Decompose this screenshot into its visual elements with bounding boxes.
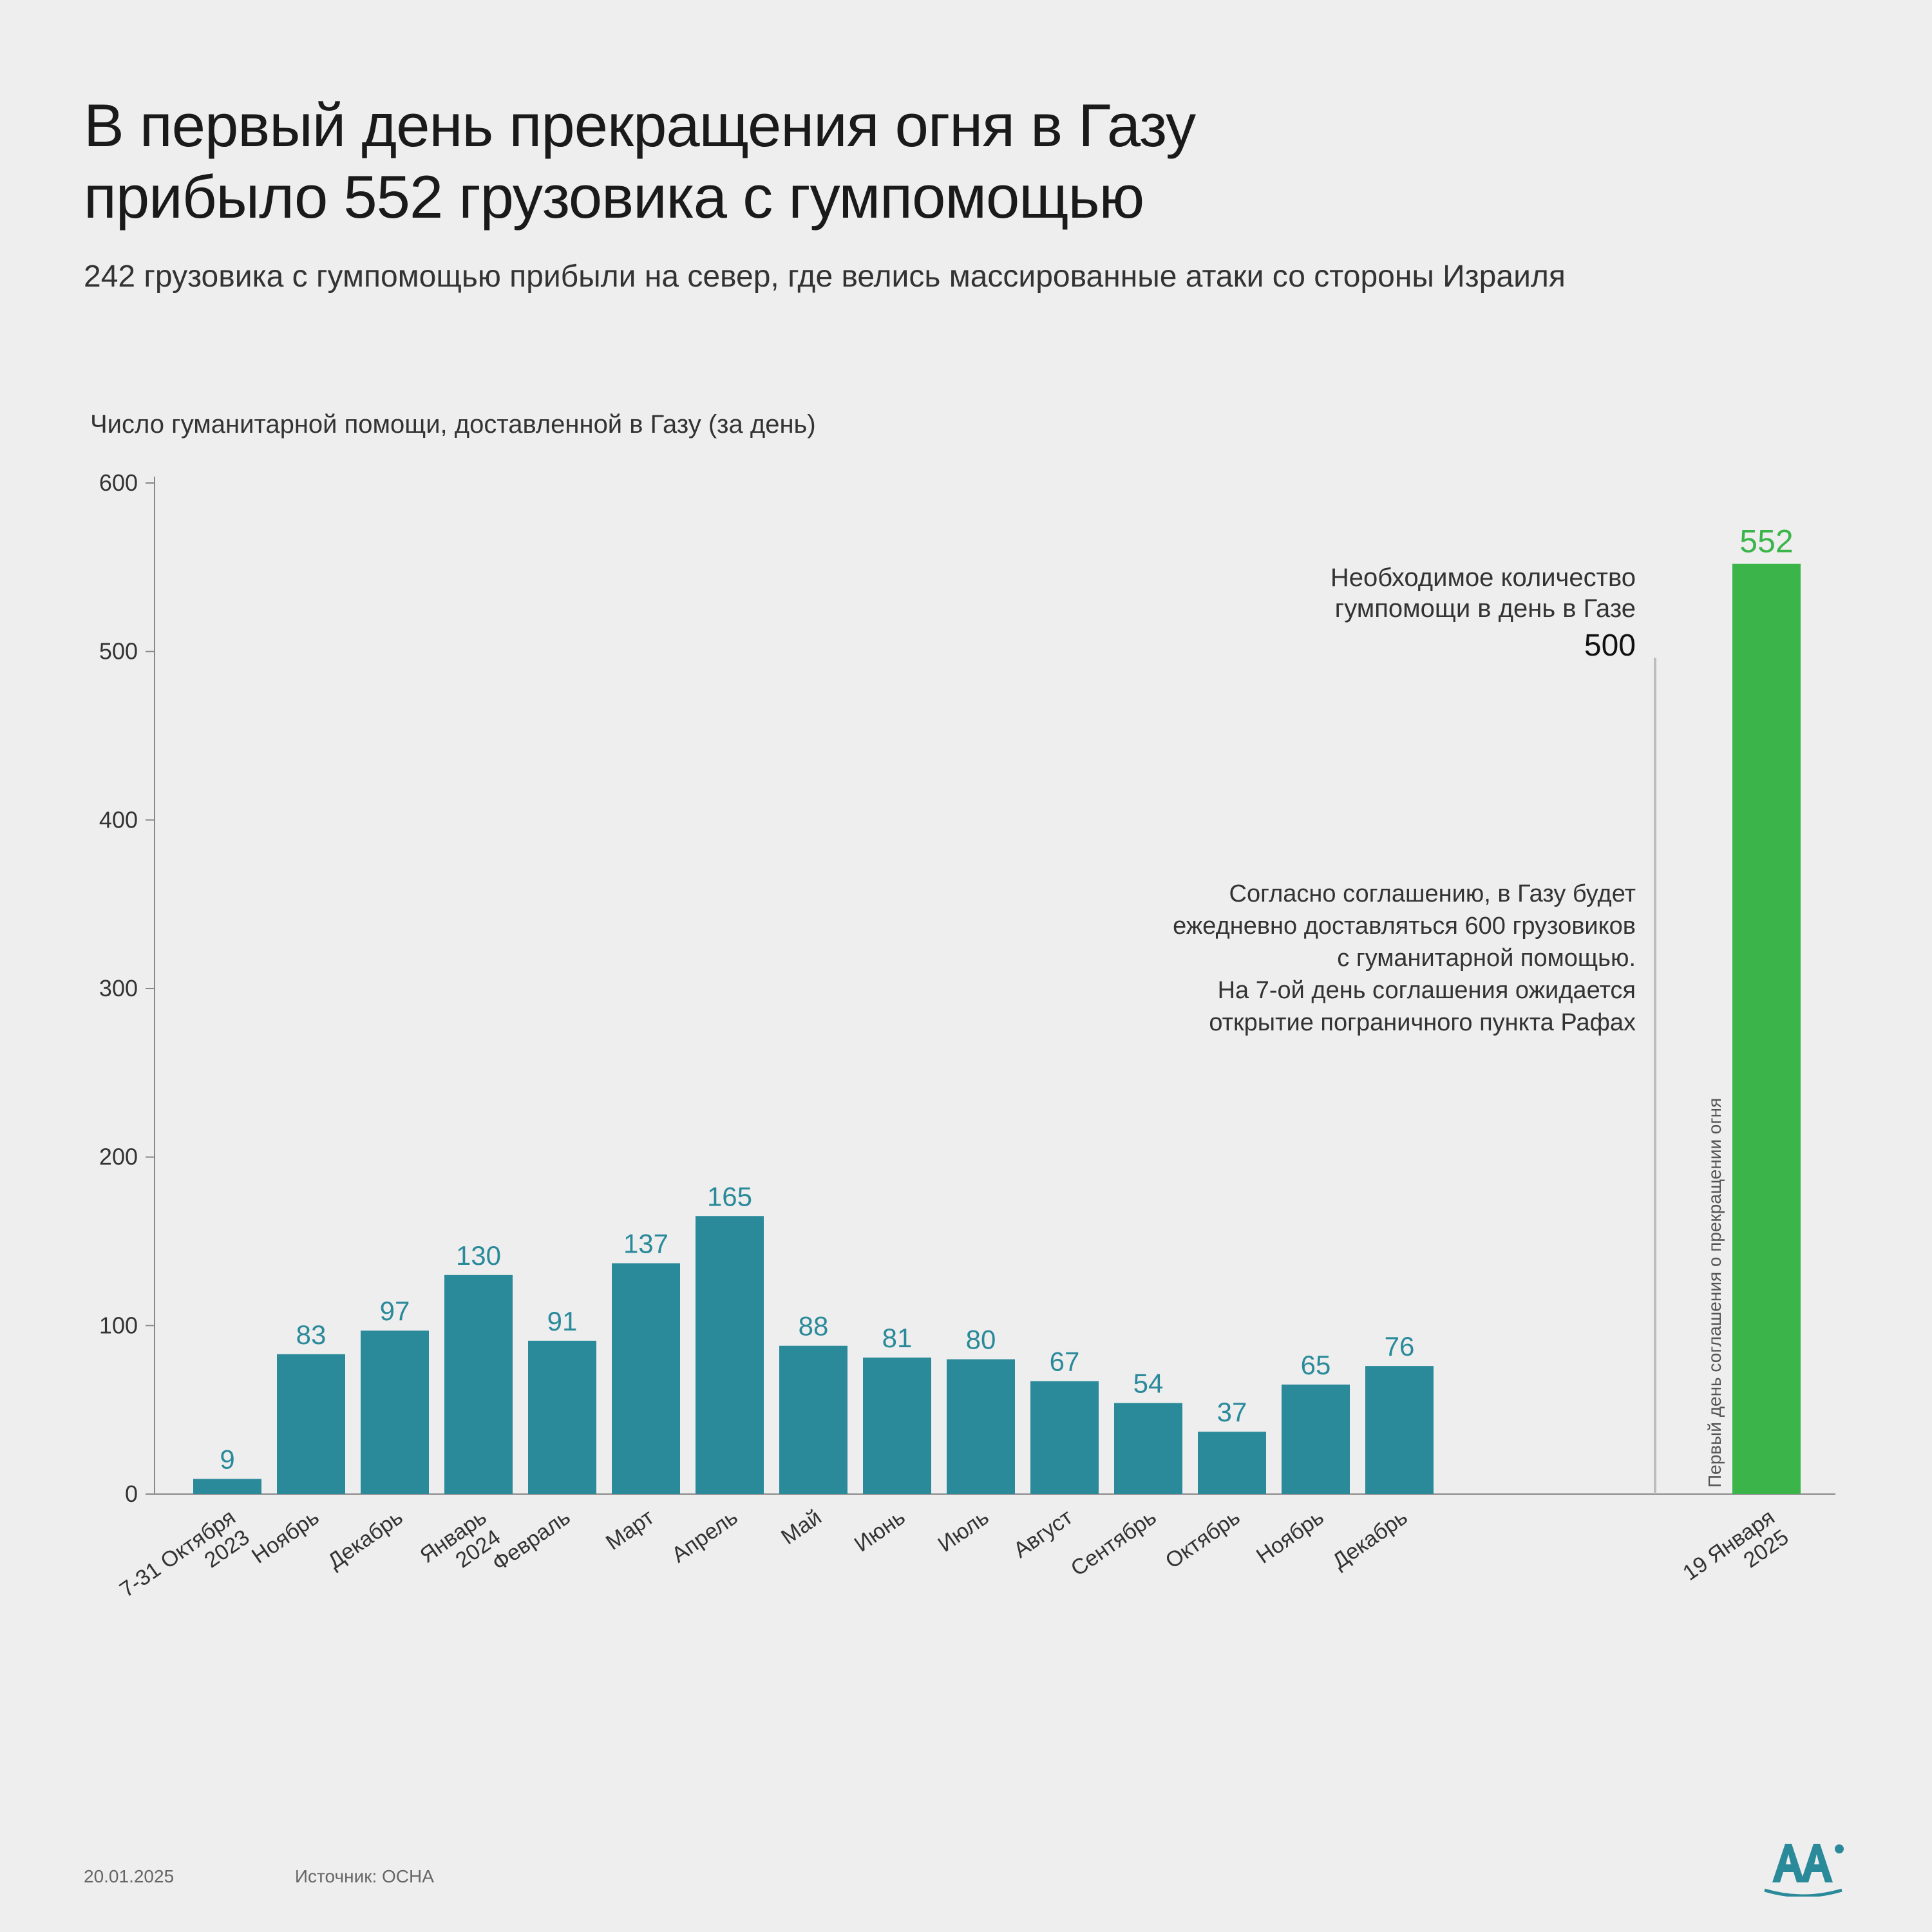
- chart-container: 0 100 200 300 400 500 600 9 7-31 Октября2023 83 Но…: [84, 464, 1848, 1681]
- svg-text:Июнь: Июнь: [850, 1505, 910, 1557]
- bar-value-label: 76: [1385, 1331, 1415, 1361]
- bar-value-label: 54: [1133, 1368, 1164, 1399]
- bar: [696, 1216, 764, 1494]
- highlight-bar-side-label: Первый день соглашения о прекращении огн…: [1705, 1098, 1725, 1488]
- x-axis-label: Март: [601, 1505, 658, 1555]
- x-axis-label: Декабрь: [1328, 1505, 1412, 1574]
- annotation-agreement: ежедневно доставляться 600 грузовиков: [1173, 913, 1636, 940]
- title-line-1: В первый день прекращения огня в Газу: [84, 91, 1195, 159]
- x-axis-label: Октябрь: [1161, 1505, 1245, 1574]
- bar-value-label: 65: [1301, 1350, 1331, 1380]
- y-tick-label: 0: [125, 1481, 138, 1507]
- bar-value-label: 81: [882, 1323, 913, 1353]
- x-axis-label: Июль: [934, 1505, 994, 1557]
- highlight-bar: [1732, 564, 1801, 1493]
- annotation-agreement: с гуманитарной помощью.: [1337, 945, 1636, 972]
- svg-text:Июль: Июль: [934, 1505, 994, 1557]
- bar: [1282, 1385, 1350, 1494]
- annotation-agreement: открытие пограничного пункта Рафах: [1209, 1009, 1636, 1036]
- bar-value-label: 91: [547, 1306, 578, 1336]
- svg-text:Май: Май: [777, 1505, 826, 1549]
- bar-value-label: 67: [1050, 1346, 1080, 1376]
- y-tick-label: 300: [99, 975, 138, 1001]
- subtitle: 242 грузовика с гумпомощью прибыли на се…: [84, 259, 1848, 294]
- svg-text:Апрель: Апрель: [667, 1505, 742, 1567]
- bar: [1114, 1403, 1182, 1494]
- footer-date: 20.01.2025: [84, 1866, 174, 1886]
- y-tick-label: 200: [99, 1143, 138, 1170]
- infographic-canvas: В первый день прекращения огня в Газу пр…: [0, 0, 1932, 1932]
- svg-text:Сентябрь: Сентябрь: [1066, 1505, 1161, 1581]
- bar-value-label: 130: [456, 1240, 501, 1271]
- highlight-bar-value: 552: [1739, 523, 1793, 559]
- annotation-agreement: Согласно соглашению, в Газу будет: [1229, 880, 1636, 907]
- x-axis-label: Ноябрь: [1252, 1505, 1328, 1569]
- bar: [193, 1479, 261, 1494]
- aa-logo-icon: [1758, 1832, 1848, 1900]
- x-axis-label: Май: [777, 1505, 826, 1549]
- chart-axis-title: Число гуманитарной помощи, доставленной …: [90, 410, 1848, 439]
- x-axis-label: 7-31 Октября2023: [115, 1505, 254, 1622]
- annotation-required: Необходимое количество: [1331, 564, 1636, 592]
- bar: [863, 1358, 931, 1494]
- bar: [361, 1331, 429, 1494]
- bar-chart: 0 100 200 300 400 500 600 9 7-31 Октября2023 83 Но…: [84, 464, 1848, 1681]
- bar-value-label: 88: [799, 1311, 829, 1341]
- bar: [1030, 1381, 1099, 1493]
- bar: [947, 1359, 1015, 1493]
- annotation-required-value: 500: [1584, 629, 1636, 663]
- x-axis-label: Ноябрь: [247, 1505, 323, 1569]
- bar: [444, 1275, 513, 1494]
- y-tick-label: 500: [99, 638, 138, 664]
- bar-value-label: 137: [623, 1228, 668, 1258]
- bar: [1198, 1432, 1266, 1494]
- main-title: В первый день прекращения огня в Газу пр…: [84, 90, 1848, 233]
- title-line-2: прибыло 552 грузовика с гумпомощью: [84, 163, 1144, 231]
- bar-value-label: 97: [380, 1296, 410, 1326]
- x-axis-label: Декабрь: [323, 1505, 407, 1574]
- footer-source: Источник: OCHA: [295, 1866, 434, 1886]
- x-axis-label: Сентябрь: [1066, 1505, 1161, 1581]
- svg-text:Март: Март: [601, 1505, 658, 1555]
- y-tick-label: 600: [99, 469, 138, 496]
- bar: [779, 1346, 848, 1494]
- svg-text:Октябрь: Октябрь: [1161, 1505, 1245, 1574]
- x-axis-label: Январь2024: [415, 1505, 505, 1588]
- bar: [528, 1341, 596, 1494]
- x-axis-label: Август: [1009, 1505, 1077, 1563]
- svg-text:Декабрь: Декабрь: [323, 1505, 407, 1574]
- bar-value-label: 9: [220, 1444, 234, 1474]
- x-axis-label: Июнь: [850, 1505, 910, 1557]
- bar-value-label: 83: [296, 1320, 327, 1350]
- x-axis-label: 19 Января2025: [1678, 1505, 1793, 1605]
- bar: [612, 1263, 680, 1493]
- svg-text:Ноябрь: Ноябрь: [1252, 1505, 1328, 1569]
- annotation-required: гумпомощи в день в Газе: [1335, 594, 1636, 623]
- svg-text:Ноябрь: Ноябрь: [247, 1505, 323, 1569]
- bar: [277, 1354, 345, 1494]
- bar-value-label: 165: [707, 1181, 752, 1211]
- bar: [1365, 1366, 1434, 1494]
- x-axis-label: Апрель: [667, 1505, 742, 1567]
- y-tick-label: 100: [99, 1312, 138, 1338]
- bar-value-label: 37: [1217, 1397, 1247, 1427]
- svg-text:Август: Август: [1009, 1505, 1077, 1563]
- footer: 20.01.2025 Источник: OCHA: [84, 1866, 434, 1887]
- bar-value-label: 80: [966, 1324, 996, 1354]
- y-tick-label: 400: [99, 806, 138, 833]
- annotation-agreement: На 7-ой день соглашения ожидается: [1218, 977, 1636, 1004]
- svg-text:Декабрь: Декабрь: [1328, 1505, 1412, 1574]
